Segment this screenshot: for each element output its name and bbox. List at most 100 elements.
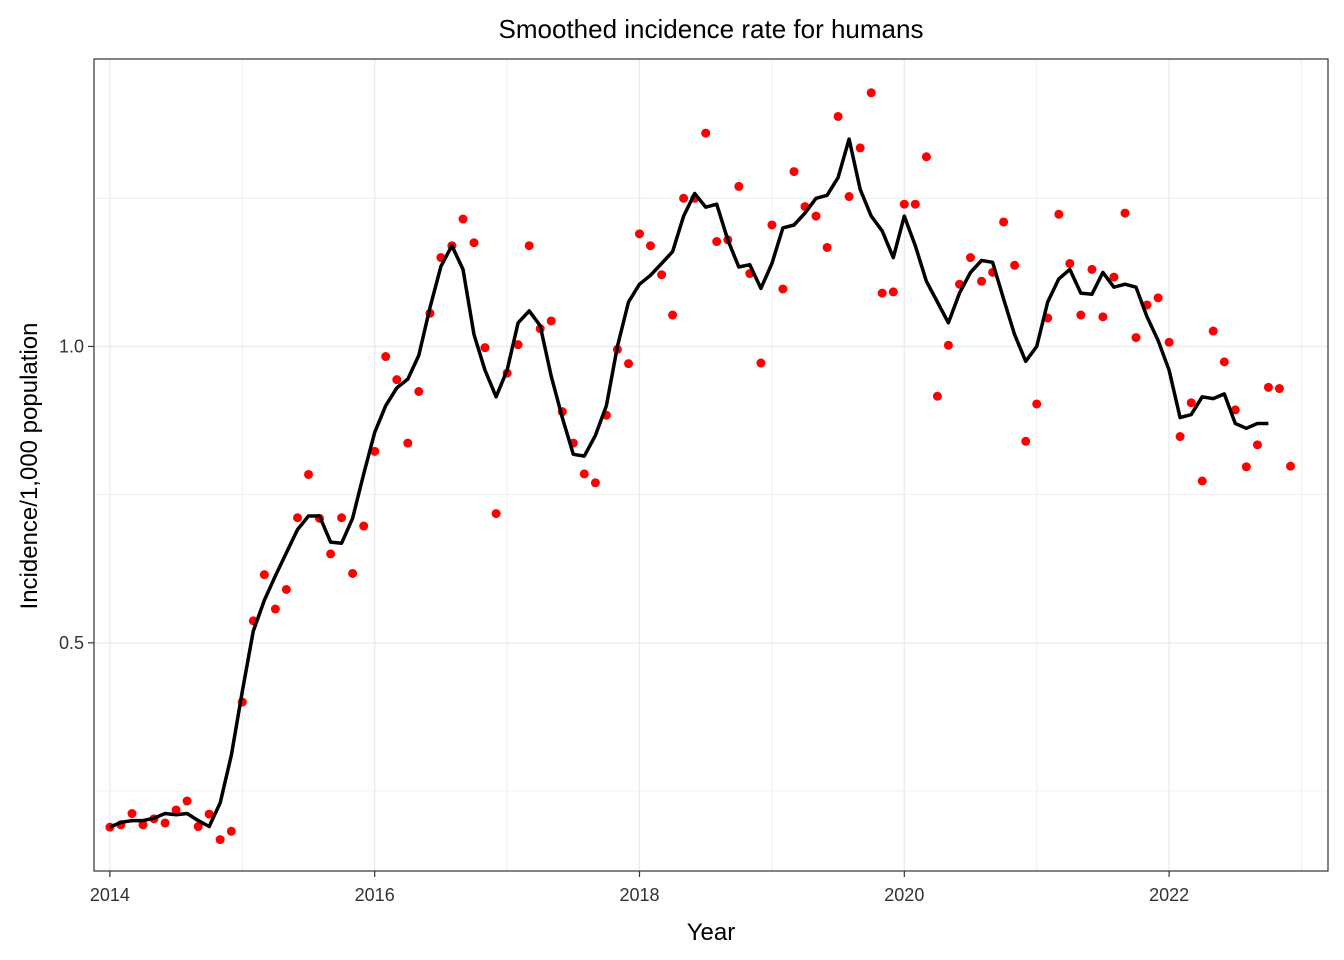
grid-minor	[94, 59, 1328, 871]
data-point	[932, 391, 942, 401]
data-point	[778, 284, 788, 294]
data-point	[1263, 382, 1273, 392]
data-point	[734, 181, 744, 191]
data-point	[259, 570, 269, 580]
data-point	[1175, 432, 1185, 442]
data-point	[171, 805, 181, 815]
data-point	[767, 220, 777, 230]
data-point	[491, 509, 501, 519]
data-point	[1131, 333, 1141, 343]
data-point	[370, 446, 380, 456]
x-tick-label: 2016	[355, 885, 395, 905]
data-point	[1186, 398, 1196, 408]
data-point	[1120, 208, 1130, 218]
data-point	[966, 253, 976, 263]
x-tick-label: 2014	[90, 885, 130, 905]
data-point	[381, 352, 391, 362]
data-point	[657, 270, 667, 280]
data-point	[469, 238, 479, 248]
data-point	[1230, 405, 1240, 415]
data-point	[1010, 260, 1020, 270]
data-point	[524, 241, 534, 251]
data-point	[458, 214, 468, 224]
data-point	[1286, 461, 1296, 471]
grid-major	[94, 59, 1328, 871]
data-point	[590, 478, 600, 488]
data-points	[105, 88, 1296, 845]
data-point	[480, 343, 490, 353]
data-point	[1054, 209, 1064, 219]
data-point	[359, 521, 369, 531]
data-point	[348, 568, 358, 578]
panel-border	[93, 58, 1329, 872]
data-point	[303, 469, 313, 479]
y-axis-ticks: 0.5 1.0	[59, 336, 94, 653]
data-point	[1164, 337, 1174, 347]
data-point	[281, 584, 291, 594]
data-point	[910, 199, 920, 209]
data-point	[193, 822, 203, 832]
data-point	[1252, 440, 1262, 450]
data-point	[182, 796, 192, 806]
data-point	[635, 229, 645, 239]
data-point	[679, 193, 689, 203]
data-point	[668, 310, 678, 320]
data-point	[1087, 264, 1097, 274]
data-point	[127, 809, 137, 819]
x-tick-label: 2020	[884, 885, 924, 905]
data-point	[215, 835, 225, 845]
data-point	[326, 549, 336, 559]
data-point	[645, 241, 655, 251]
data-point	[1219, 357, 1229, 367]
data-point	[943, 340, 953, 350]
x-tick-label: 2022	[1149, 885, 1189, 905]
data-point	[811, 211, 821, 221]
y-tick-label: 1.0	[59, 336, 84, 356]
data-point	[1274, 384, 1284, 394]
data-point	[579, 469, 589, 479]
x-axis-title: Year	[687, 919, 736, 946]
data-point	[293, 513, 303, 523]
data-point	[789, 167, 799, 177]
data-point	[977, 276, 987, 286]
data-point	[1065, 258, 1075, 268]
data-point	[337, 513, 347, 523]
data-point	[833, 111, 843, 121]
data-point	[624, 359, 634, 369]
data-point	[226, 826, 236, 836]
data-point	[999, 217, 1009, 227]
data-point	[855, 143, 865, 153]
data-point	[888, 287, 898, 297]
data-point	[414, 387, 424, 397]
data-point	[403, 438, 413, 448]
x-tick-label: 2018	[619, 885, 659, 905]
chart-title: Smoothed incidence rate for humans	[499, 14, 924, 44]
data-point	[204, 809, 214, 819]
data-point	[546, 316, 556, 326]
data-point	[1098, 312, 1108, 322]
data-point	[712, 237, 722, 247]
data-point	[1153, 293, 1163, 303]
data-point	[138, 820, 148, 830]
x-axis-ticks: 2014 2016 2018 2020 2022	[90, 871, 1189, 905]
data-point	[513, 340, 523, 350]
data-point	[1032, 399, 1042, 409]
data-point	[899, 199, 909, 209]
data-point	[392, 375, 402, 385]
data-point	[160, 818, 170, 828]
data-point	[756, 358, 766, 368]
y-axis-title: Incidence/1,000 population	[16, 323, 43, 610]
data-point	[877, 288, 887, 298]
data-point	[701, 128, 711, 138]
data-point	[844, 192, 854, 202]
data-point	[921, 152, 931, 162]
data-point	[1076, 310, 1086, 320]
y-tick-label: 0.5	[59, 633, 84, 653]
data-point	[1109, 272, 1119, 282]
data-point	[822, 242, 832, 252]
data-point	[1197, 476, 1207, 486]
data-point	[1208, 326, 1218, 336]
data-point	[270, 604, 280, 614]
